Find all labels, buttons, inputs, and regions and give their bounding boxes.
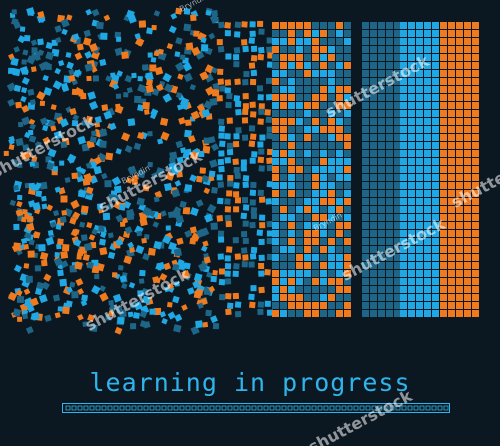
- caption-text: learning in progress: [89, 368, 411, 397]
- progress-bar: [62, 403, 450, 413]
